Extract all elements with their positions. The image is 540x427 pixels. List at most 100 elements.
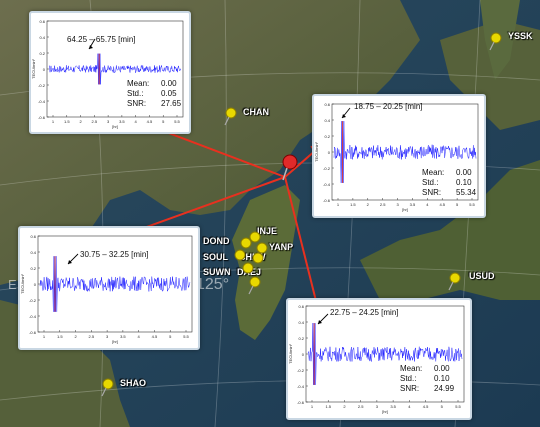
tec-signal-series: [39, 256, 191, 312]
tec-signal-series: [333, 121, 477, 183]
y-tick-label: 0: [34, 282, 37, 287]
stat-std-label: Std.:: [127, 89, 144, 98]
stat-std-value: 0.10: [434, 374, 450, 383]
y-axis-label: TECU/min²: [288, 343, 293, 363]
x-tick-label: 4: [426, 202, 429, 207]
time-window-label: 30.75 – 32.25 [min]: [80, 250, 149, 259]
station-label-soul: SOUL: [203, 252, 229, 262]
stat-snr-label: SNR:: [422, 188, 442, 197]
x-tick-label: 1.5: [64, 119, 70, 124]
x-tick-label: 2: [343, 404, 346, 409]
stat-snr-value: 55.34: [456, 188, 477, 197]
y-axis-label: TECU/min²: [20, 273, 25, 293]
y-tick-label: 0.2: [298, 336, 304, 341]
stat-std-label: Std.:: [422, 178, 439, 187]
x-tick-label: 2: [79, 119, 82, 124]
x-tick-label: 5: [456, 202, 459, 207]
stat-mean-value: 0.00: [456, 168, 472, 177]
x-tick-label: 1: [43, 334, 46, 339]
x-tick-label: 3: [376, 404, 379, 409]
y-tick-label: 0: [328, 150, 331, 155]
x-tick-label: 3.5: [120, 334, 126, 339]
tec-signal-series: [48, 53, 182, 85]
station-label-yanp: YANP: [269, 242, 294, 252]
edge-label: E: [8, 277, 17, 292]
stat-mean: Mean: 0.00: [422, 168, 476, 178]
station-label-suwn: SUWN: [203, 267, 231, 277]
x-tick-label: 4: [135, 119, 138, 124]
y-tick-label: -0.2: [323, 166, 331, 171]
x-tick-label: 2.5: [89, 334, 95, 339]
x-tick-label: 1: [52, 119, 55, 124]
stat-mean-value: 0.00: [161, 79, 177, 88]
y-tick-label: 0.4: [324, 118, 330, 123]
time-window-label: 18.75 – 20.25 [min]: [354, 102, 423, 111]
stat-mean-label: Mean:: [400, 364, 423, 373]
x-tick-label: 4.5: [147, 119, 153, 124]
x-axis-label: [hr]: [112, 339, 118, 344]
y-tick-label: -0.4: [38, 99, 46, 104]
stat-snr: SNR: 24.99: [400, 384, 454, 394]
stat-std: Std.: 0.05: [127, 89, 181, 99]
y-tick-label: -0.6: [29, 330, 37, 335]
y-tick-label: -0.2: [29, 298, 37, 303]
tec-plot-chan[interactable]: 0.6 0.4 0.2 0 -0.2 -0.4 -0.6 1 1.5 2 2.5 3 3.5 4 4.5 5 5…: [29, 11, 191, 134]
stats-block: Mean: 0.00 Std.: 0.10 SNR: 55.34: [422, 168, 476, 198]
y-tick-label: 0.2: [324, 134, 330, 139]
station-label-yssk: YSSK: [508, 31, 533, 41]
x-axis-label: [hr]: [112, 124, 118, 129]
x-tick-label: 1.5: [325, 404, 331, 409]
stat-mean: Mean: 0.00: [400, 364, 454, 374]
y-tick-label: -0.6: [38, 115, 46, 120]
x-tick-label: 3.5: [410, 202, 416, 207]
stats-block: Mean: 0.00 Std.: 0.10 SNR: 24.99: [400, 364, 454, 394]
y-tick-label: -0.2: [297, 368, 305, 373]
y-tick-label: -0.6: [323, 198, 331, 203]
y-tick-label: 0.2: [39, 51, 45, 56]
time-window-label: 22.75 – 24.25 [min]: [330, 308, 399, 317]
x-tick-label: 5.5: [455, 404, 461, 409]
x-tick-label: 3: [396, 202, 399, 207]
y-tick-label: 0: [43, 67, 46, 72]
x-tick-label: 1: [311, 404, 314, 409]
y-tick-label: -0.4: [29, 314, 37, 319]
y-tick-label: 0.4: [39, 35, 45, 40]
x-tick-label: 5: [162, 119, 165, 124]
pointer-arrow-head-icon: [342, 114, 346, 118]
y-axis-label: TECU/min²: [314, 141, 319, 161]
tec-plot-axes: 0.60.40.20-0.2-0.4-0.61 1.5 2 2.5 3 3.5 4 4.5 5 5…: [314, 102, 479, 212]
stat-snr-label: SNR:: [400, 384, 420, 393]
stat-std-value: 0.05: [161, 89, 177, 98]
landmass-korea: [232, 185, 300, 340]
stat-snr: SNR: 27.65: [127, 99, 181, 109]
tec-plot-usud[interactable]: 0.6 0.4 0.2 0 -0.2 -0.4 -0.6 1 1.5 2 2.5 3 3.5 4 4.5 5 5…: [286, 298, 472, 420]
y-tick-label: 0.4: [298, 320, 304, 325]
y-axis-label: TECU/min²: [31, 58, 36, 78]
x-tick-label: 1.5: [350, 202, 356, 207]
x-axis-label: [hr]: [382, 409, 388, 414]
x-tick-label: 2.5: [92, 119, 98, 124]
x-tick-label: 4: [408, 404, 411, 409]
x-axis-label: [hr]: [402, 207, 408, 212]
x-tick-label: 4: [138, 334, 141, 339]
y-tick-label: 0: [302, 352, 305, 357]
x-tick-label: 1.5: [57, 334, 63, 339]
time-window-label: 64.25 – 65.75 [min]: [67, 35, 136, 44]
y-tick-label: 0.4: [30, 250, 36, 255]
y-tick-label: -0.6: [297, 400, 305, 405]
pointer-arrow-head-icon: [89, 45, 93, 49]
landmass-japan: [360, 160, 540, 300]
tec-plot-yssk[interactable]: 0.6 0.4 0.2 0 -0.2 -0.4 -0.6 1 1.5 2 2.5 3 3.5 4 4.5 5 5…: [312, 94, 486, 218]
x-tick-label: 5.5: [183, 334, 189, 339]
stat-std-label: Std.:: [400, 374, 417, 383]
stat-mean-label: Mean:: [127, 79, 150, 88]
pointer-arrow-head-icon: [318, 320, 322, 324]
y-tick-label: 0.6: [39, 19, 45, 24]
x-tick-label: 2: [74, 334, 77, 339]
y-tick-label: 0.2: [30, 266, 36, 271]
x-tick-label: 4.5: [423, 404, 429, 409]
stat-mean: Mean: 0.00: [127, 79, 181, 89]
tec-plot-shao[interactable]: 0.6 0.4 0.2 0 -0.2 -0.4 -0.6 1 1.5 2 2.5 3 3.5 4 4.5 5 5…: [18, 226, 200, 350]
y-tick-label: 0.6: [324, 102, 330, 107]
